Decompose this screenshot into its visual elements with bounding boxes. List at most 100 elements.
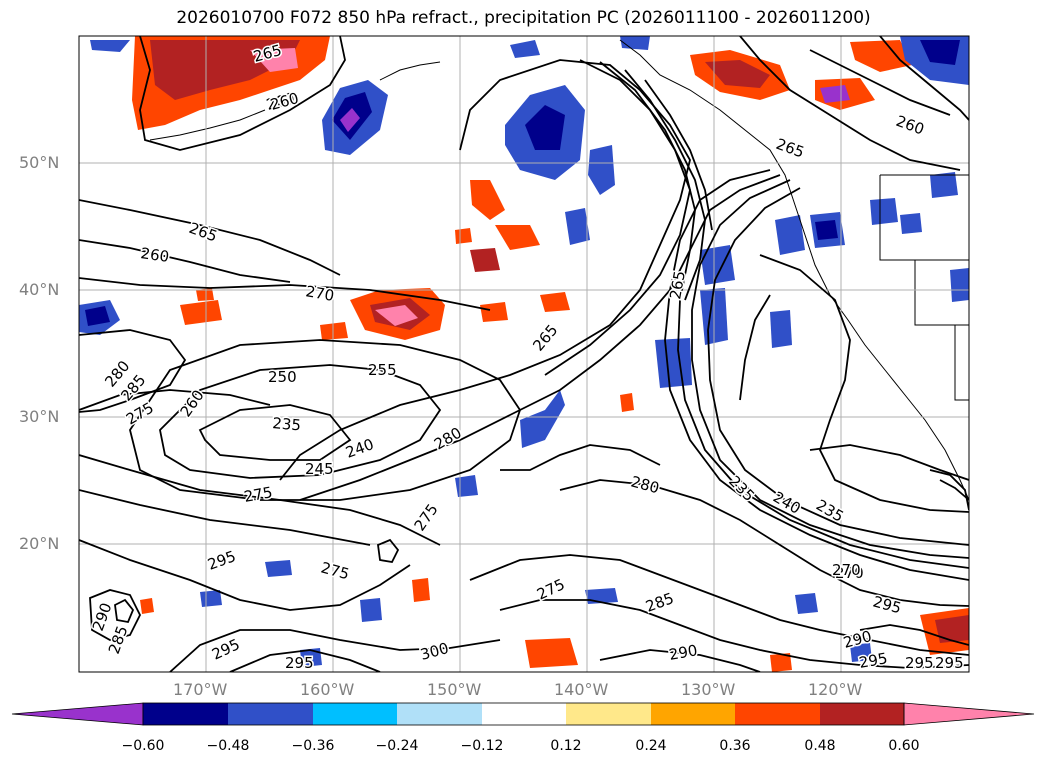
precip-blob: [775, 215, 805, 255]
coastline: [379, 61, 441, 81]
contour-line: [114, 598, 135, 624]
contour-line: [939, 479, 969, 501]
lon-label: 160°W: [300, 680, 355, 699]
contour-line: [79, 389, 271, 411]
colorbar-tick-label: −0.48: [206, 738, 250, 754]
coastline: [954, 325, 969, 401]
precip-blob: [85, 306, 110, 326]
colorbar-tick-label: −0.24: [375, 738, 419, 754]
precip-blob: [196, 288, 214, 301]
colorbar-tick-label: 0.48: [804, 738, 836, 754]
contour-line: [559, 479, 969, 607]
precip-blob: [525, 105, 565, 150]
precip-blob: [455, 475, 478, 497]
contour-line: [499, 599, 969, 669]
precip-blob: [470, 180, 505, 220]
coastline: [619, 39, 969, 501]
precip-blob: [770, 310, 792, 348]
contour-label: 290: [841, 627, 873, 652]
contour-line: [198, 404, 352, 461]
precip-blob: [300, 648, 322, 667]
contour-line: [79, 239, 291, 283]
precip-blob: [935, 615, 969, 643]
colorbar-extend-high: [903, 702, 1035, 726]
precip-blob: [375, 305, 418, 326]
refractivity-contours: [79, 36, 969, 672]
contour-line: [677, 174, 969, 569]
contour-line: [759, 254, 969, 513]
precip-blob: [180, 300, 222, 325]
contour-line: [169, 629, 501, 672]
contour-line: [544, 59, 691, 376]
contour-line: [229, 649, 381, 672]
precip-blob: [265, 560, 292, 577]
precip-blob: [920, 40, 960, 65]
contour-line: [739, 294, 771, 401]
contour-line: [599, 649, 761, 672]
colorbar-bin: [820, 703, 904, 725]
contour-label: 295: [905, 654, 934, 672]
lat-label: 30°N: [19, 407, 60, 426]
contour-label: 245: [305, 460, 334, 478]
contour-line: [79, 199, 341, 276]
precip-blob: [360, 598, 382, 622]
precip-blob: [320, 322, 348, 340]
precip-blob: [870, 198, 898, 225]
colorbar-bin: [228, 703, 313, 725]
precip-blob: [340, 108, 360, 132]
lat-label: 40°N: [19, 280, 60, 299]
colorbar-tick-label: −0.12: [460, 738, 504, 754]
colorbar-bin: [566, 703, 651, 725]
lon-label: 150°W: [427, 680, 482, 699]
contour-line: [707, 187, 969, 546]
contour-line: [377, 538, 400, 563]
contour-line: [79, 539, 411, 611]
contour-line: [469, 554, 969, 656]
precip-blob: [140, 598, 154, 614]
precip-blob: [520, 390, 565, 448]
contour-line: [644, 79, 713, 231]
lon-label: 170°W: [173, 680, 228, 699]
precip-blob: [90, 40, 130, 52]
colorbar-tick-label: 0.12: [550, 738, 582, 754]
colorbar: [11, 702, 1035, 726]
colorbar-bin: [313, 703, 397, 725]
colorbar-bin: [143, 703, 228, 725]
contour-line: [79, 489, 371, 546]
colorbar-bin: [651, 703, 735, 725]
contour-line: [129, 339, 521, 501]
precip-blob: [705, 60, 770, 88]
colorbar-bin: [735, 703, 820, 725]
precip-blob: [850, 643, 872, 662]
contour-line: [879, 36, 969, 121]
precip-blob: [850, 40, 912, 72]
precip-blob: [455, 228, 472, 244]
lon-label: 120°W: [808, 680, 863, 699]
contour-line: [79, 329, 187, 413]
precip-fill-layer: [79, 36, 969, 672]
colorbar-bin: [397, 703, 482, 725]
coastline: [149, 109, 266, 141]
precip-blob: [815, 220, 838, 240]
lon-label: 140°W: [554, 680, 609, 699]
contour-line: [89, 589, 142, 641]
contour-label: 235: [272, 414, 302, 434]
precip-blob: [770, 653, 792, 672]
colorbar-bin: [482, 703, 566, 725]
contour-label: 270: [832, 561, 861, 579]
coastline: [879, 175, 969, 261]
contour-line: [859, 624, 969, 646]
colorbar-tick-label: −0.36: [291, 738, 335, 754]
contour-label: 255: [368, 361, 397, 379]
precip-blob: [480, 302, 508, 322]
contour-line: [299, 61, 696, 501]
colorbar-tick-label: 0.24: [635, 738, 667, 754]
precip-blob: [700, 245, 735, 285]
precip-blob: [795, 593, 818, 614]
graticule: [79, 36, 969, 672]
contour-line: [500, 444, 661, 471]
precip-blob: [200, 590, 222, 607]
contour-line: [624, 69, 706, 301]
precip-blob: [525, 638, 578, 668]
lon-label: 130°W: [681, 680, 736, 699]
